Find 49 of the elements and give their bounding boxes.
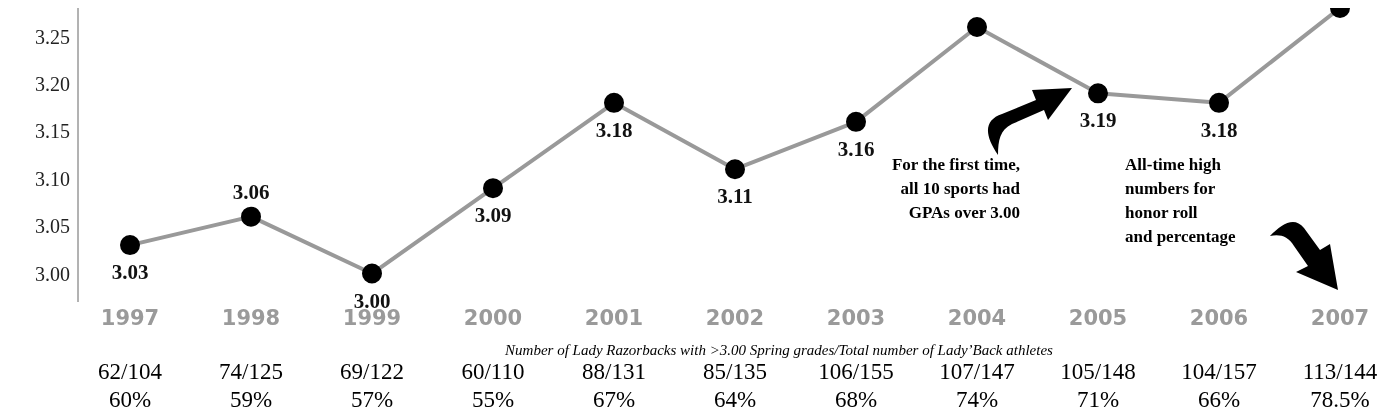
text: 71% <box>1075 386 1121 414</box>
data-label: 3.03 <box>111 260 149 285</box>
y-tick-label: 3.25 <box>35 25 70 48</box>
y-tick-label: 3.20 <box>35 72 70 95</box>
text: 66% <box>1196 386 1242 414</box>
text: 106/155 <box>817 358 895 386</box>
data-label: 3.11 <box>717 184 753 209</box>
y-tick-label: 3.00 <box>35 262 70 285</box>
x-tick-label: 2007 <box>1310 305 1370 330</box>
data-label: 3.09 <box>474 203 512 228</box>
x-tick-label: 2003 <box>826 305 886 330</box>
x-tick-label: 2005 <box>1068 305 1128 330</box>
x-tick-label: 1997 <box>100 305 160 330</box>
data-label: 3.06 <box>232 179 270 204</box>
text: 62/104 <box>97 358 163 386</box>
y-tick-label: 3.10 <box>35 167 70 190</box>
x-axis-title: Number of Lady Razorbacks with >3.00 Spring grades/Total number of Lady’Back athletes <box>504 342 1054 359</box>
x-tick-label: 1998 <box>221 305 281 330</box>
text: 85/135 <box>702 358 768 386</box>
text: 57% <box>349 386 395 414</box>
text: 78.5% <box>1309 386 1371 414</box>
text: 55% <box>470 386 516 414</box>
text: 74% <box>954 386 1000 414</box>
y-tick-label: 3.15 <box>35 120 70 143</box>
text: 107/147 <box>938 358 1016 386</box>
text: 104/157 <box>1180 358 1258 386</box>
x-tick-label: 2001 <box>584 305 644 330</box>
data-label: 3.18 <box>1200 117 1238 142</box>
x-tick-label: 2002 <box>705 305 765 330</box>
text: 68% <box>833 386 879 414</box>
text: 60% <box>107 386 153 414</box>
text: 60/110 <box>460 358 526 386</box>
annotation: All-time high numbers for honor roll and percentage <box>1125 154 1236 248</box>
data-label: 3.16 <box>837 136 875 161</box>
text: 59% <box>228 386 274 414</box>
annotation: For the first time, all 10 sports had GPAs over 3.00 <box>891 154 1020 224</box>
text: 88/131 <box>581 358 647 386</box>
x-tick-label: 2006 <box>1189 305 1249 330</box>
text: 113/144 <box>1301 358 1379 386</box>
data-label: 3.18 <box>595 117 633 142</box>
text: 67% <box>591 386 637 414</box>
text: 64% <box>712 386 758 414</box>
text: 74/125 <box>218 358 284 386</box>
x-tick-label: 2004 <box>947 305 1007 330</box>
data-label: 3.19 <box>1079 108 1117 133</box>
x-tick-label: 2000 <box>463 305 523 330</box>
text: 105/148 <box>1059 358 1137 386</box>
text: 69/122 <box>339 358 405 386</box>
y-tick-label: 3.05 <box>35 215 70 238</box>
